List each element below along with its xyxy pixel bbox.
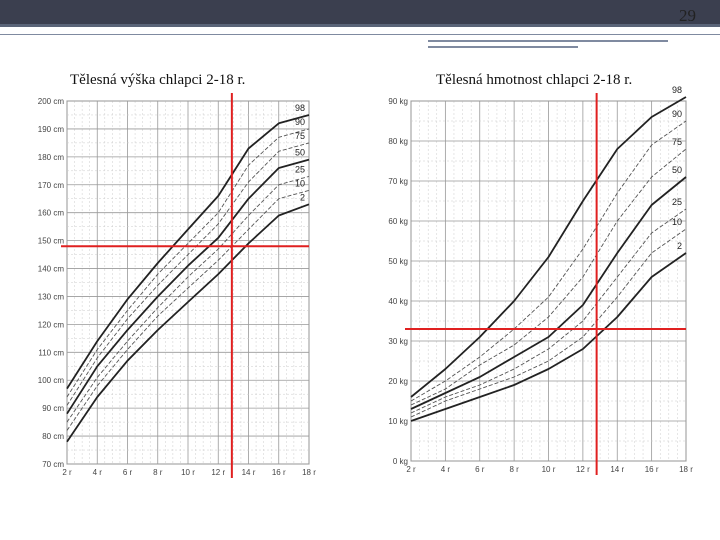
weight-y-tick-label: 0 kg (393, 457, 408, 466)
height-y-tick-label: 200 cm (38, 97, 65, 106)
height-percentile-line-50 (66, 158, 310, 415)
height-y-tick-label: 140 cm (38, 265, 65, 274)
weight-x-tick-label: 14 r (610, 465, 624, 474)
decor-line-2 (428, 40, 668, 42)
decor-line-3 (428, 46, 578, 48)
height-percentile-label-50: 50 (295, 148, 305, 158)
weight-x-tick-label: 6 r (475, 465, 485, 474)
decor-line-1 (0, 34, 720, 35)
weight-percentile-line-25 (410, 208, 687, 414)
weight-chart-title: Tělesná hmotnost chlapci 2-18 r. (436, 72, 633, 88)
height-y-tick-label: 80 cm (42, 432, 64, 441)
weight-percentile-label-98: 98 (672, 85, 682, 95)
height-percentile-line-10 (66, 189, 310, 431)
height-y-tick-label: 70 cm (42, 460, 64, 469)
height-x-tick-label: 16 r (272, 468, 286, 477)
weight-percentile-line-2 (410, 252, 687, 422)
height-x-tick-label: 8 r (153, 468, 163, 477)
height-y-tick-label: 190 cm (38, 125, 65, 134)
weight-x-tick-label: 12 r (576, 465, 590, 474)
slide-top-bar (0, 0, 720, 24)
weight-percentile-label-90: 90 (672, 109, 682, 119)
weight-x-tick-label: 18 r (679, 465, 693, 474)
height-y-tick-label: 90 cm (42, 404, 64, 413)
weight-percentile-line-50 (410, 176, 687, 410)
height-y-tick-label: 120 cm (38, 320, 65, 329)
height-percentile-label-98: 98 (295, 103, 305, 113)
height-x-tick-label: 18 r (302, 468, 316, 477)
weight-percentile-line-98 (410, 96, 687, 398)
weight-y-tick-label: 50 kg (388, 257, 408, 266)
weight-y-tick-label: 30 kg (388, 337, 408, 346)
weight-y-tick-label: 70 kg (388, 177, 408, 186)
weight-percentile-label-25: 25 (672, 197, 682, 207)
height-y-tick-label: 110 cm (38, 348, 64, 357)
height-chart-title: Tělesná výška chlapci 2-18 r. (70, 72, 246, 88)
height-percentile-line-2 (66, 203, 310, 443)
height-percentile-line-98 (66, 114, 310, 390)
height-percentile-label-25: 25 (295, 164, 305, 174)
height-percentile-label-90: 90 (295, 117, 305, 127)
weight-percentile-line-75 (410, 148, 687, 406)
height-percentile-label-75: 75 (295, 131, 305, 141)
weight-percentile-line-90 (410, 120, 687, 402)
weight-x-tick-label: 2 r (406, 465, 416, 474)
weight-y-tick-label: 20 kg (388, 377, 408, 386)
weight-x-tick-label: 4 r (441, 465, 451, 474)
weight-percentile-label-50: 50 (672, 165, 682, 175)
weight-y-tick-label: 90 kg (388, 97, 408, 106)
weight-x-tick-label: 8 r (509, 465, 519, 474)
slide-top-rule (0, 24, 720, 27)
height-percentile-label-10: 10 (295, 178, 305, 188)
page-number: 29 (679, 6, 696, 25)
height-percentile-line-90 (66, 128, 310, 398)
height-y-tick-label: 170 cm (38, 181, 65, 190)
height-y-tick-label: 130 cm (38, 292, 65, 301)
height-x-tick-label: 2 r (62, 468, 72, 477)
weight-y-tick-label: 40 kg (388, 297, 408, 306)
weight-y-tick-label: 60 kg (388, 217, 408, 226)
height-y-tick-label: 160 cm (38, 209, 65, 218)
height-percentile-line-75 (66, 142, 310, 406)
weight-y-tick-label: 80 kg (388, 137, 408, 146)
height-x-tick-label: 14 r (242, 468, 256, 477)
weight-x-tick-label: 10 r (542, 465, 556, 474)
height-x-tick-label: 4 r (93, 468, 103, 477)
weight-percentile-label-10: 10 (672, 217, 682, 227)
height-x-tick-label: 6 r (123, 468, 133, 477)
weight-percentile-line-10 (410, 228, 687, 418)
weight-x-tick-label: 16 r (645, 465, 659, 474)
height-y-tick-label: 100 cm (38, 376, 65, 385)
height-x-tick-label: 12 r (211, 468, 225, 477)
height-percentile-line-25 (66, 175, 310, 423)
weight-percentile-label-2: 2 (677, 241, 682, 251)
weight-percentile-label-75: 75 (672, 137, 682, 147)
weight-y-tick-label: 10 kg (388, 417, 408, 426)
height-y-tick-label: 180 cm (38, 153, 65, 162)
height-x-tick-label: 10 r (181, 468, 195, 477)
height-y-tick-label: 150 cm (38, 237, 65, 246)
height-percentile-label-2: 2 (300, 192, 305, 202)
